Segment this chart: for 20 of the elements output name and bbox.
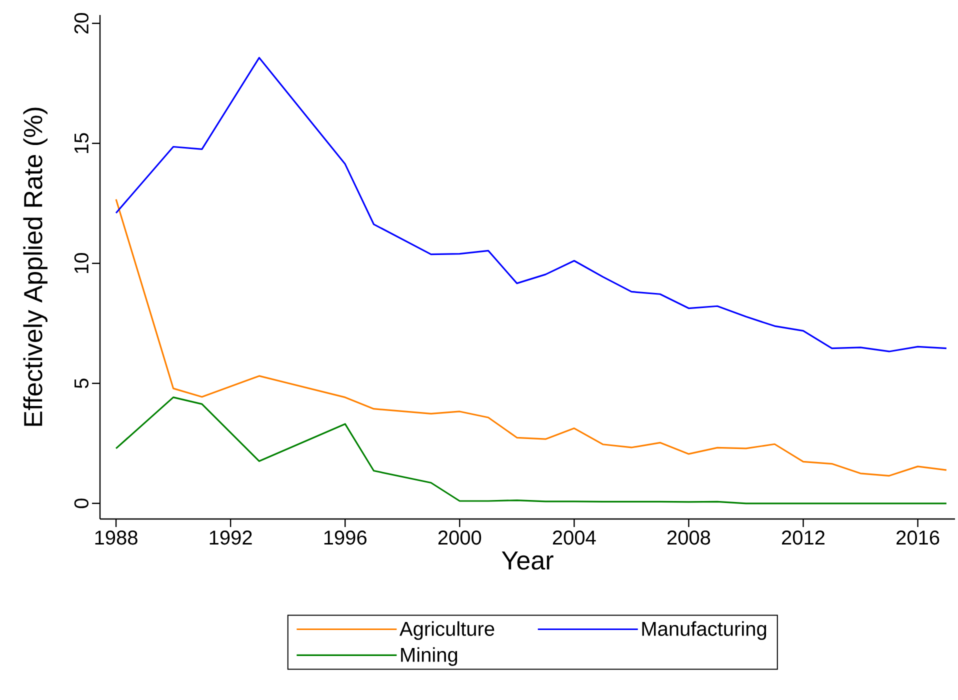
legend-label: Agriculture <box>400 621 494 640</box>
y-tick-label: 0 <box>74 498 89 508</box>
x-tick-label: 2016 <box>896 530 940 545</box>
x-tick-label: 1996 <box>324 530 366 545</box>
y-tick-label: 5 <box>74 378 89 388</box>
x-tick-label: 2012 <box>782 530 824 545</box>
y-tick-label: 20 <box>74 13 89 34</box>
x-tick-label: 2004 <box>552 530 596 545</box>
y-tick-label: 10 <box>74 253 89 273</box>
x-tick-label: 2000 <box>438 530 482 545</box>
x-tick-label: 1992 <box>210 530 252 545</box>
y-tick-label: 15 <box>74 133 89 153</box>
y-axis-title: Effectively Applied Rate (%) <box>23 108 48 426</box>
legend-label: Manufacturing <box>642 621 766 640</box>
x-tick-label: 1988 <box>95 530 138 545</box>
line-series <box>115 198 948 477</box>
legend-label: Mining <box>401 647 458 666</box>
x-tick-label: 2008 <box>667 530 710 545</box>
line-series <box>115 56 948 352</box>
x-axis-title: Year <box>502 552 554 570</box>
